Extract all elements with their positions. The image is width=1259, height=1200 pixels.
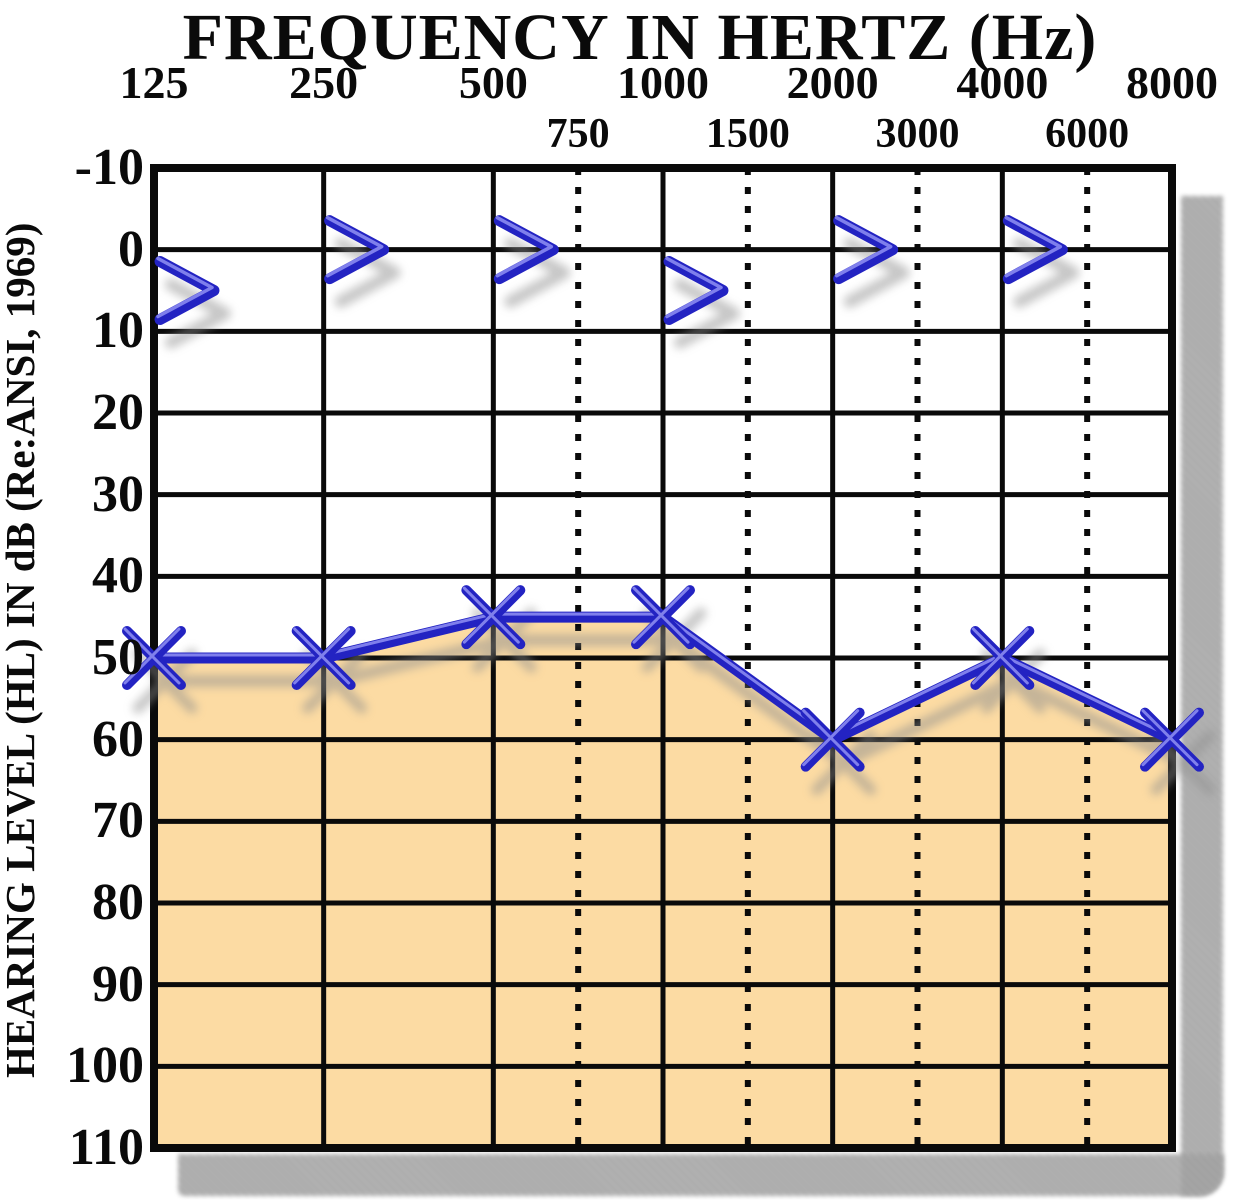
y-tick-0: 0 <box>118 220 144 278</box>
x-tick-6000: 6000 <box>1045 111 1130 157</box>
x-marker <box>291 626 356 690</box>
y-tick--10: -10 <box>74 139 144 196</box>
chart-title: FREQUENCY IN HERTZ (Hz) <box>182 1 1098 74</box>
x-tick-8000: 8000 <box>1126 57 1218 108</box>
x-tick-4000: 4000 <box>956 57 1049 108</box>
x-tick-125: 125 <box>119 57 189 108</box>
y-tick-110: 110 <box>68 1119 144 1176</box>
x-marker <box>461 585 526 650</box>
chevron-marker <box>1002 215 1068 285</box>
chevron-marker <box>324 215 390 285</box>
chevron-marker <box>833 215 899 285</box>
x-tick-750: 750 <box>546 111 610 157</box>
x-tick-250: 250 <box>289 57 359 108</box>
x-tick-1000: 1000 <box>617 57 709 108</box>
y-tick-20: 20 <box>92 384 144 441</box>
y-tick-30: 30 <box>92 465 144 523</box>
chevron-marker <box>154 256 220 325</box>
y-tick-50: 50 <box>92 629 144 686</box>
x-tick-2000: 2000 <box>786 57 879 108</box>
y-tick-10: 10 <box>92 302 144 360</box>
x-tick-500: 500 <box>458 57 528 108</box>
chart-drop-shadow-right <box>1181 196 1223 1196</box>
y-tick-90: 90 <box>92 955 144 1013</box>
x-tick-3000: 3000 <box>875 111 960 157</box>
x-tick-1500: 1500 <box>705 111 790 157</box>
x-marker <box>1140 707 1204 772</box>
y-tick-40: 40 <box>92 547 144 605</box>
x-marker <box>970 626 1035 690</box>
x-marker <box>631 585 695 650</box>
x-marker <box>800 707 865 772</box>
y-tick-70: 70 <box>92 792 144 850</box>
y-tick-60: 60 <box>92 710 144 768</box>
chevron-marker <box>493 215 559 285</box>
x-marker <box>122 626 186 690</box>
chart-drop-shadow-bottom <box>178 1154 1224 1196</box>
y-tick-100: 100 <box>66 1037 144 1095</box>
y-tick-80: 80 <box>92 874 144 931</box>
chevron-marker <box>663 256 729 325</box>
